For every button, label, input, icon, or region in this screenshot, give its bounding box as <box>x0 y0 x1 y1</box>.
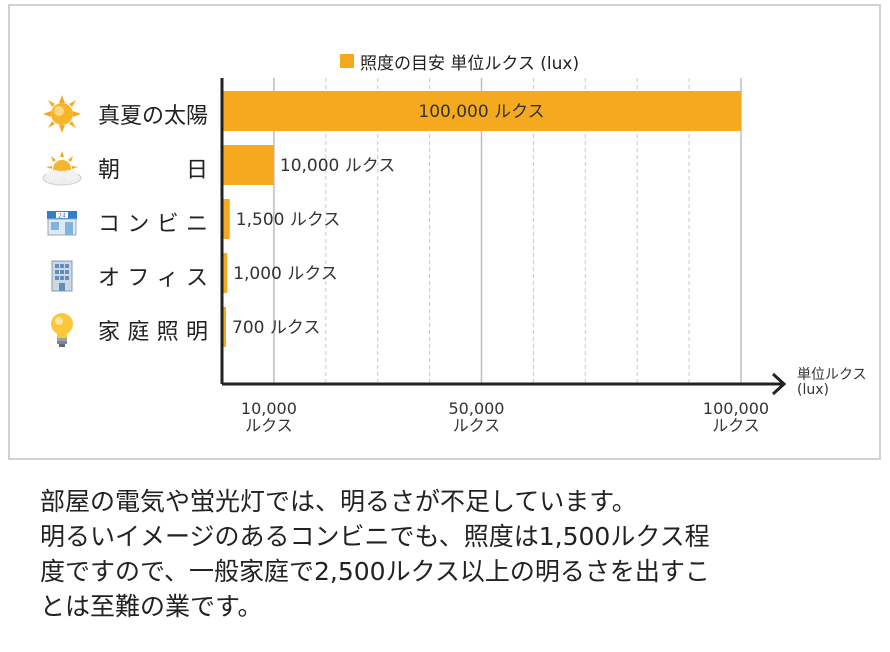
category-row-convenience-store: 24 コ ン ビ ニ <box>40 202 220 242</box>
x-axis-label: (lux) <box>797 382 829 398</box>
legend-label: 照度の目安 単位ルクス (lux) <box>360 53 580 74</box>
category-label-part: 明 <box>185 320 208 345</box>
data-label: 10,000 ルクス <box>280 156 395 176</box>
svg-text:24: 24 <box>58 213 66 220</box>
legend-swatch <box>340 54 354 68</box>
sun-icon <box>40 92 84 136</box>
office-building-icon <box>40 254 84 298</box>
axis-layer <box>220 78 787 396</box>
category-label-part: ィ <box>156 266 179 291</box>
category-label: 朝 日 <box>98 152 208 184</box>
data-label: 100,000 ルクス <box>418 102 544 122</box>
x-tick-label: 10,000 <box>241 399 297 418</box>
category-row-home-lighting: 家 庭 照 明 <box>40 310 220 350</box>
category-label-part: ニ <box>185 212 208 237</box>
category-label-part: フ <box>127 266 150 291</box>
x-axis-arrow <box>771 372 787 396</box>
category-row-office: オ フ ィ ス <box>40 256 220 296</box>
bar <box>222 145 274 185</box>
category-label-part: ン <box>127 212 150 237</box>
chart-panel: 100,000 ルクス 10,000 ルクス 1,500 ルクス 1,000 ルクス 7… <box>8 4 881 460</box>
category-row-morning-sun: 朝 日 <box>40 148 220 188</box>
category-label-part: 日 <box>185 158 208 183</box>
category-label-part: ビ <box>156 212 179 237</box>
sunrise-icon <box>40 146 84 190</box>
category-label: 家 庭 照 明 <box>98 314 208 346</box>
category-label-part: 朝 <box>98 158 121 183</box>
x-tick-label: ルクス <box>712 416 760 435</box>
category-label: コ ン ビ ニ <box>98 206 208 238</box>
data-label: 700 ルクス <box>232 318 320 338</box>
description-line: 部屋の電気や蛍光灯では、明るさが不足しています。 <box>40 487 637 516</box>
convenience-store-icon: 24 <box>40 200 84 244</box>
bar <box>222 307 226 347</box>
category-label-part: 照 <box>156 320 179 345</box>
category-label-part: 家 <box>98 320 121 345</box>
x-tick-label: ルクス <box>453 416 501 435</box>
bar <box>222 253 228 293</box>
light-bulb-icon <box>40 308 84 352</box>
category-label: 真夏の太陽 <box>98 104 209 129</box>
x-axis-label: 単位ルクス <box>797 367 867 383</box>
category-label-part: 庭 <box>127 320 150 345</box>
category-label-part: オ <box>98 266 121 291</box>
category-label-part: コ <box>98 212 121 237</box>
x-tick-label: 50,000 <box>449 399 505 418</box>
description-line: とは至難の業です。 <box>40 592 263 621</box>
x-tick-label: 100,000 <box>703 399 769 418</box>
category-label-part: ス <box>185 266 208 291</box>
description-text: 部屋の電気や蛍光灯では、明るさが不足しています。 明るいイメージのあるコンビニで… <box>40 484 860 624</box>
bar-layer <box>222 91 741 347</box>
data-label: 1,000 ルクス <box>233 264 338 284</box>
bar <box>222 91 741 131</box>
bar <box>222 199 230 239</box>
category-row-summer-sun: 真夏の太陽 <box>40 94 220 134</box>
description-line: 度ですので、一般家庭で2,500ルクス以上の明るさを出すこ <box>40 557 710 586</box>
category-label: オ フ ィ ス <box>98 260 208 292</box>
x-tick-label: ルクス <box>245 416 293 435</box>
data-label: 1,500 ルクス <box>236 210 341 230</box>
description-line: 明るいイメージのあるコンビニでも、照度は1,500ルクス程 <box>40 522 710 551</box>
legend: 照度の目安 単位ルクス (lux) <box>340 50 580 74</box>
